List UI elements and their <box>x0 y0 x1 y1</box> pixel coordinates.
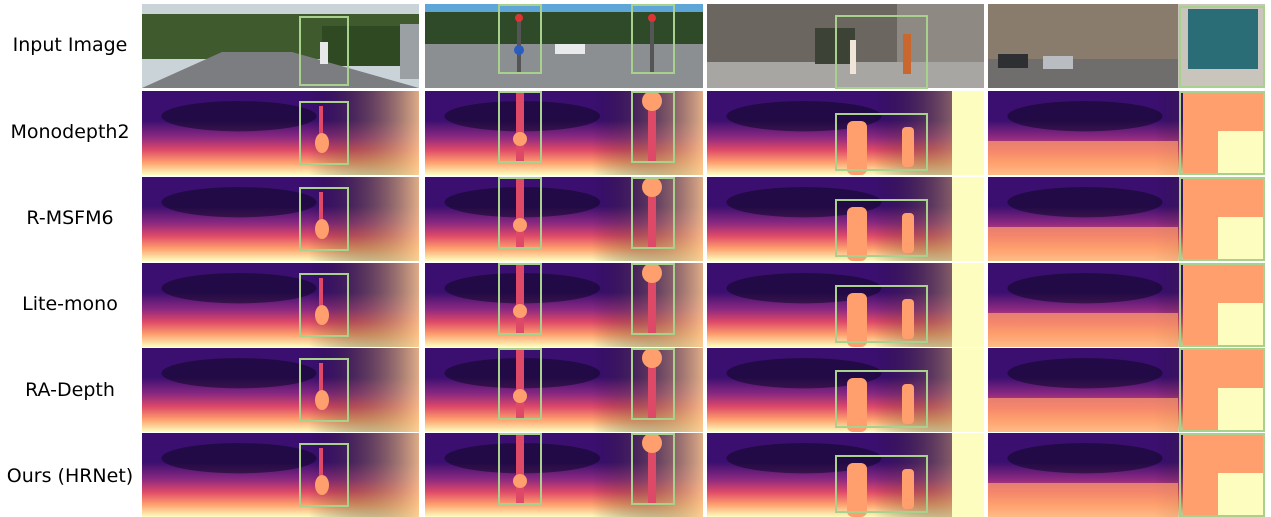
row-label-ours: Ours (HRNet) <box>6 465 134 487</box>
highlight-box <box>498 433 542 505</box>
row-label-monodepth2: Monodepth2 <box>10 121 130 143</box>
highlight-box <box>299 273 349 337</box>
highlight-box <box>299 443 349 507</box>
highlight-box <box>835 113 928 171</box>
highlight-box <box>1179 91 1265 175</box>
highlight-box <box>498 263 542 335</box>
highlight-box <box>835 15 928 89</box>
highlight-box <box>498 348 542 420</box>
highlight-box <box>498 91 542 163</box>
depth-map-r4-c1 <box>142 348 419 432</box>
depth-map-r3-c4 <box>988 263 1265 347</box>
depth-map-r5-c3 <box>707 433 984 517</box>
depth-map-r5-c1 <box>142 433 419 517</box>
highlight-box <box>1179 433 1265 517</box>
highlight-box <box>1179 177 1265 261</box>
depth-map-r2-c4 <box>988 177 1265 261</box>
depth-map-r3-c3 <box>707 263 984 347</box>
highlight-box <box>835 455 928 513</box>
highlight-box <box>631 433 675 505</box>
highlight-box <box>1179 6 1265 88</box>
input-image-4 <box>988 4 1265 88</box>
input-image-1 <box>142 4 419 88</box>
highlight-box <box>299 16 349 86</box>
highlight-box <box>299 358 349 422</box>
highlight-box <box>835 199 928 257</box>
highlight-box <box>299 187 349 251</box>
highlight-box <box>631 4 675 74</box>
highlight-box <box>835 370 928 428</box>
depth-map-r4-c4 <box>988 348 1265 432</box>
depth-map-r2-c1 <box>142 177 419 261</box>
depth-map-r1-c3 <box>707 91 984 175</box>
depth-map-r5-c4 <box>988 433 1265 517</box>
highlight-box <box>498 177 542 249</box>
highlight-box <box>835 285 928 343</box>
highlight-box <box>631 348 675 420</box>
highlight-box <box>498 4 542 74</box>
depth-map-r3-c1 <box>142 263 419 347</box>
row-label-input: Input Image <box>12 34 128 56</box>
depth-map-r2-c3 <box>707 177 984 261</box>
depth-map-r4-c3 <box>707 348 984 432</box>
highlight-box <box>631 91 675 163</box>
depth-map-r1-c4 <box>988 91 1265 175</box>
highlight-box <box>299 101 349 165</box>
highlight-box <box>1179 263 1265 347</box>
highlight-box <box>631 263 675 335</box>
depth-map-r1-c1 <box>142 91 419 175</box>
input-image-3 <box>707 4 984 88</box>
highlight-box <box>631 177 675 249</box>
row-label-radepth: RA-Depth <box>25 379 115 401</box>
row-label-litemono: Lite-mono <box>22 293 118 315</box>
highlight-box <box>1179 348 1265 432</box>
row-label-rmsfm6: R-MSFM6 <box>26 207 114 229</box>
input-image-2 <box>425 4 703 88</box>
